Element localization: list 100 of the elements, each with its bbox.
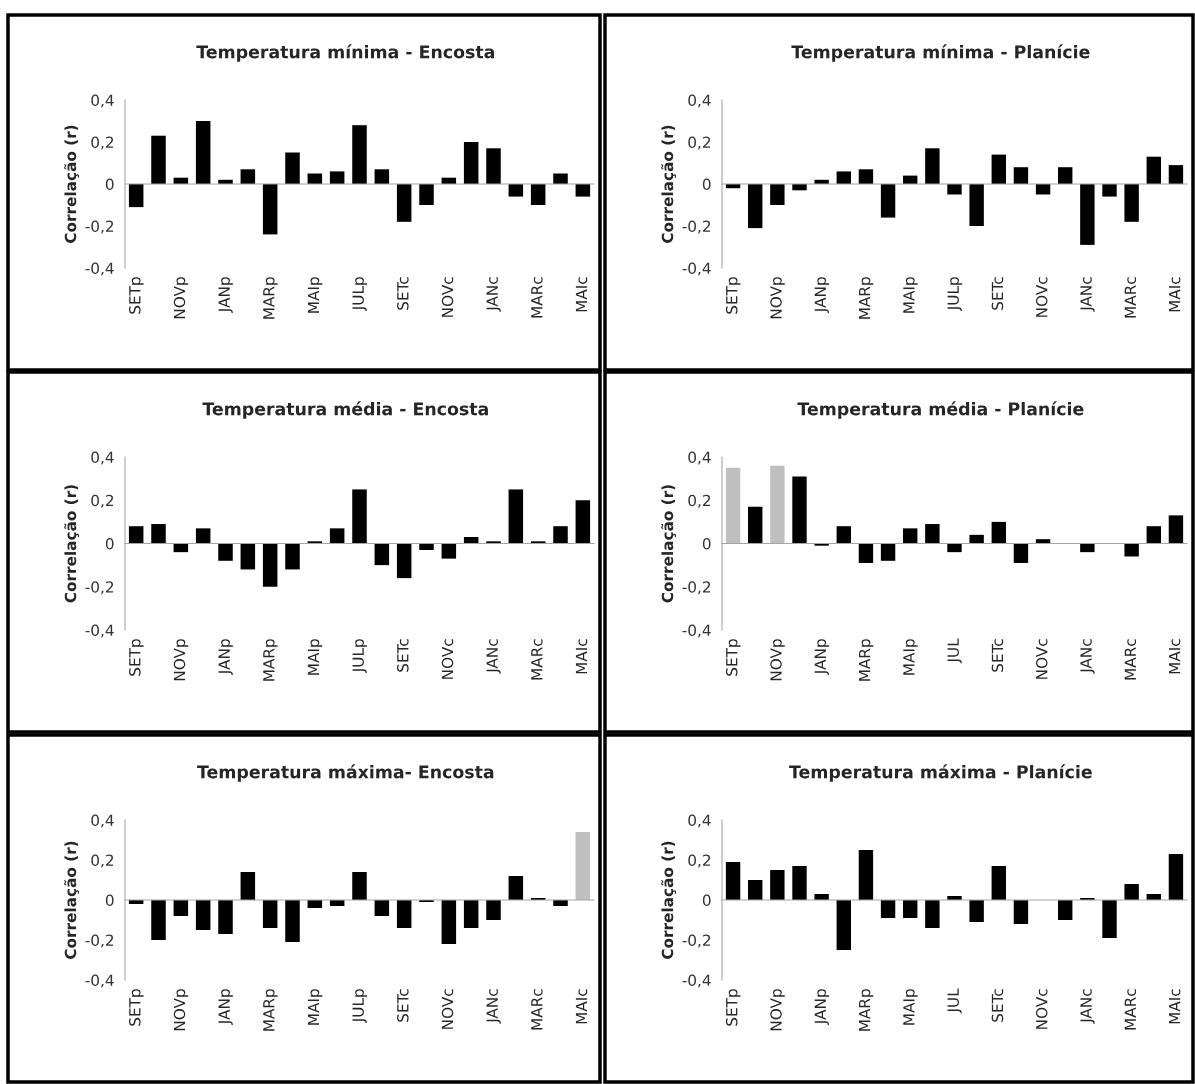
x-tick-label: NOVp [770,277,785,319]
y-tick-label: -0,2 [85,220,114,234]
x-tick-label: MARc [1124,989,1137,1030]
x-tick-label: JANc [1080,277,1095,312]
x-tick-label: NOVc [441,277,454,317]
x-tick-label: JANp [814,989,830,1025]
y-axis-title: Correlação (r) [64,485,80,603]
x-tick-label: NOVp [173,989,189,1031]
y-tick-label: -0,2 [85,934,114,948]
x-tick-label: MARp [859,639,874,681]
x-tick-label: JANc [1080,989,1095,1024]
x-tick-label: MAIp [307,639,323,675]
x-tick-label: MAIc [1169,639,1181,674]
x-tick-label: MAIp [307,277,323,313]
x-tick-label: MAIc [1169,277,1181,312]
x-tick-label: MARp [263,989,278,1031]
x-tick-label: SETc [397,639,409,672]
x-tick-label: MARp [859,989,874,1031]
x-tick-label: MAIp [903,989,918,1025]
y-axis-title: Correlação (r) [64,841,80,959]
x-tick-label: NOVp [173,639,189,681]
y-tick-label: 0 [702,178,711,191]
y-tick-label: 0 [702,894,711,907]
x-tick-label: JANp [218,639,233,675]
x-tick-label: NOVc [441,989,454,1029]
y-axis-title: Correlação (r) [661,485,677,603]
x-tick-label: NOVp [173,277,189,319]
y-tick-label: -0,2 [682,220,711,234]
x-tick-label: MARp [859,277,874,319]
y-tick-label: 0,4 [688,814,711,828]
x-tick-label: JULp [352,639,367,674]
x-tick-label: MAIc [575,639,588,674]
y-tick-label: 0,4 [688,94,711,108]
y-tick-label: -0,4 [85,262,114,276]
chart-title: Temperatura média - Encosta [202,401,488,419]
x-tick-label: MAIp [307,989,323,1025]
x-tick-label: SETp [129,989,144,1026]
y-axis-title: Correlação (r) [64,125,80,243]
x-tick-label: SETp [725,277,741,314]
y-tick-label: 0,2 [688,136,711,150]
y-tick-label: 0 [105,894,114,907]
y-tick-label: -0,4 [682,624,711,638]
x-tick-label: SETp [725,639,741,676]
y-tick-label: 0,4 [91,451,114,465]
y-tick-label: 0,2 [688,854,711,868]
x-tick-label: MAIp [903,639,918,675]
x-tick-label: SETp [725,989,741,1026]
y-tick-label: 0,2 [91,494,114,508]
y-tick-label: -0,4 [85,624,114,638]
x-tick-label: SETc [991,277,1004,310]
x-tick-label: NOVc [441,639,454,679]
x-tick-label: MAIc [1169,989,1181,1024]
x-tick-label: MARp [263,639,278,681]
chart-title: Temperatura mínima - Planície [791,44,1090,62]
x-tick-label: MAIc [575,989,588,1024]
chart-title: Temperatura máxima- Encosta [197,764,494,782]
x-tick-label: JULp [352,989,367,1024]
y-tick-label: 0,2 [91,136,114,150]
x-tick-label: JANp [814,639,830,675]
x-tick-label: SETp [129,277,144,314]
x-tick-label: NOVc [1035,989,1048,1029]
x-tick-label: NOVp [770,989,785,1031]
x-tick-label: MARc [531,989,543,1030]
x-tick-label: SETc [991,639,1004,672]
y-axis-title: Correlação (r) [661,841,677,959]
x-tick-label: JULp [947,277,962,312]
x-tick-label: JANc [486,639,501,674]
x-tick-label: JANp [218,989,233,1025]
x-tick-label: NOVc [1035,639,1048,679]
x-tick-label: SETc [397,989,409,1022]
x-tick-label: JANp [814,277,830,313]
x-tick-label: MARc [1124,639,1137,680]
y-tick-label: 0,4 [688,451,711,465]
y-tick-label: -0,2 [682,581,711,595]
y-tick-label: -0,4 [85,974,114,988]
chart-title: Temperatura máxima - Planície [789,764,1092,782]
y-axis-title: Correlação (r) [661,125,677,243]
x-tick-label: JANp [218,277,233,313]
x-tick-label: SETc [991,989,1004,1022]
x-tick-label: NOVc [1035,277,1048,317]
x-tick-label: NOVp [770,639,785,681]
x-tick-label: SETc [397,277,409,310]
y-tick-label: 0,2 [91,854,114,868]
y-tick-label: -0,4 [682,262,711,276]
x-tick-label: MARc [531,277,543,318]
x-tick-label: JANc [1080,639,1095,674]
x-tick-label: MAIp [903,277,918,313]
x-tick-label: JULp [352,277,367,312]
y-tick-label: -0,2 [85,581,114,595]
y-tick-label: 0 [105,537,114,550]
y-tick-label: 0 [105,178,114,191]
y-tick-label: 0,4 [91,814,114,828]
y-tick-label: 0 [702,537,711,550]
chart-title: Temperatura média - Planície [797,401,1084,419]
x-tick-label: MARp [263,277,278,319]
y-tick-label: 0,4 [91,94,114,108]
y-tick-label: -0,2 [682,934,711,948]
x-tick-label: SETp [129,639,144,676]
x-tick-label: JANc [486,277,501,312]
x-tick-label: MARc [531,639,543,680]
